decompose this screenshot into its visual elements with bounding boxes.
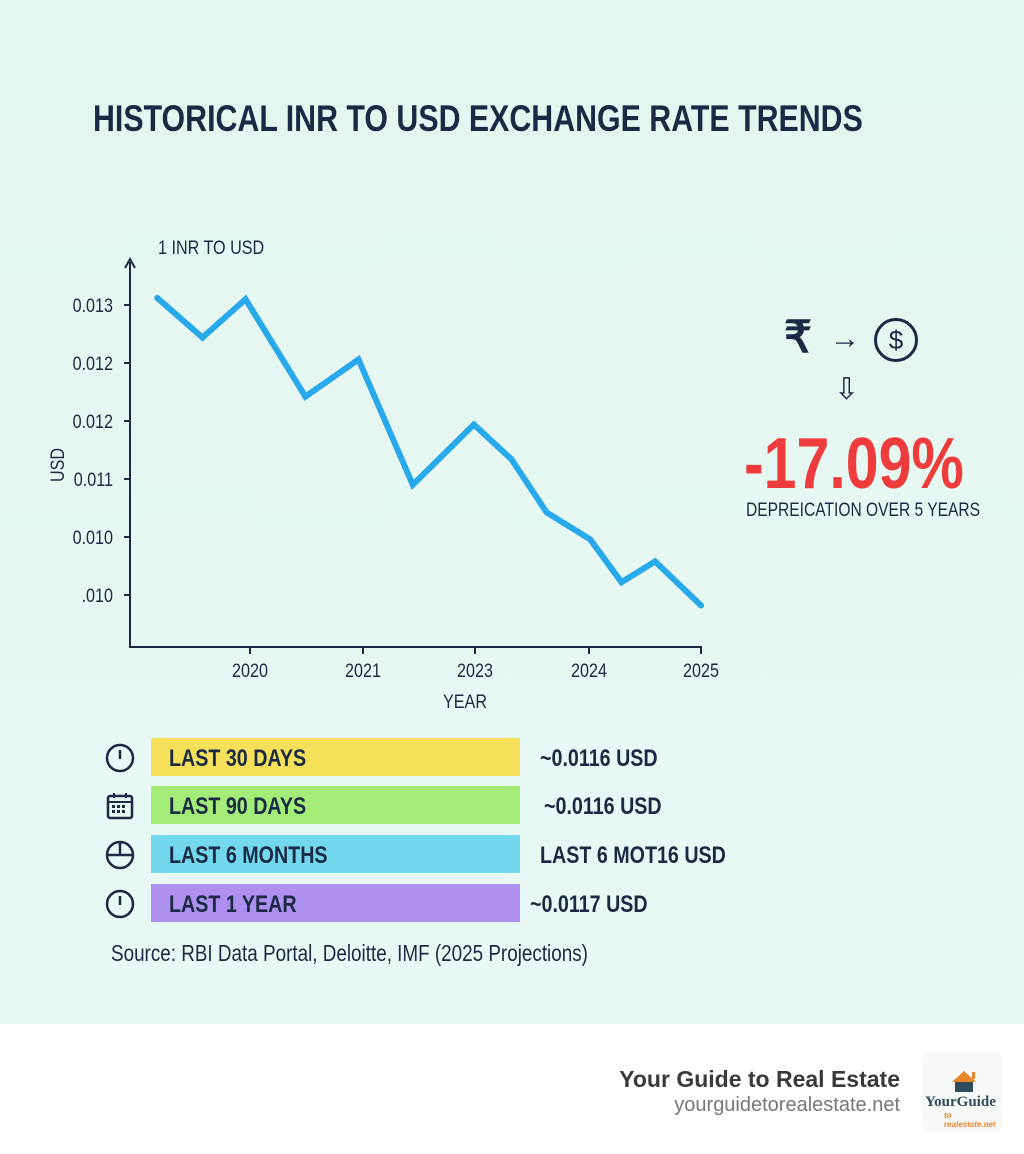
- x-axis-label: YEAR: [443, 691, 487, 713]
- logo-text: YourGuide: [925, 1094, 996, 1110]
- data-point: [242, 296, 249, 303]
- depreciation-percent: -17.09%: [744, 424, 964, 504]
- x-tick-label: 2021: [345, 660, 381, 682]
- source-note: Source: RBI Data Portal, Deloitte, IMF (…: [111, 940, 588, 966]
- period-label: LAST 90 DAYS: [169, 793, 307, 820]
- axes: [124, 256, 702, 648]
- clock-icon: [104, 742, 136, 774]
- period-bar: LAST 6 MONTHS: [151, 835, 520, 873]
- y-tick-label: 0.012: [73, 411, 113, 433]
- x-tick-label: 2025: [683, 660, 719, 682]
- period-value: ~0.0117 USD: [530, 891, 648, 918]
- period-value: ~0.0116 USD: [540, 745, 658, 772]
- period-bar: LAST 90 DAYS: [151, 786, 520, 824]
- data-point: [652, 558, 659, 565]
- data-point: [355, 356, 362, 363]
- brand-url[interactable]: yourguidetorealestate.net: [674, 1094, 900, 1116]
- series-line: [154, 294, 704, 609]
- axis-title: 1 INR TO USD: [158, 237, 264, 259]
- brand-logo: YourGuide to realestate.net: [922, 1052, 1002, 1132]
- data-point: [698, 602, 704, 609]
- y-tick-label: 0.012: [73, 353, 113, 375]
- x-tick-label: 2024: [571, 660, 607, 682]
- y-tick-label: 0.010: [73, 527, 114, 549]
- data-point: [409, 481, 416, 488]
- period-value: ~0.0116 USD: [544, 793, 662, 820]
- data-point: [618, 579, 625, 586]
- data-point: [154, 295, 161, 302]
- period-bar: LAST 30 DAYS: [151, 738, 520, 776]
- y-tick-label: 0.011: [74, 469, 113, 491]
- y-axis-arrow: [124, 256, 136, 269]
- line-chart: 1 INR TO USD USD YEAR 0.013 0.012 0.012 0.0…: [47, 237, 719, 713]
- depreciation-caption: DEPREICATION OVER 5 YEARS: [746, 500, 981, 521]
- period-label: LAST 6 MONTHS: [169, 842, 328, 869]
- data-point: [543, 509, 550, 516]
- y-tick-label: .010: [82, 585, 114, 607]
- period-label: LAST 1 YEAR: [169, 891, 297, 918]
- dollar-icon: $: [874, 318, 918, 362]
- clock-icon: [104, 888, 136, 920]
- data-point: [508, 456, 515, 463]
- logo-subtext: to realestate.net: [944, 1111, 996, 1129]
- down-arrow-icon: ⇩: [834, 373, 860, 406]
- brand-name: Your Guide to Real Estate: [619, 1066, 900, 1092]
- period-value: LAST 6 MOT16 USD: [540, 842, 726, 869]
- data-point: [302, 393, 309, 400]
- data-point: [587, 536, 594, 543]
- x-tick-label: 2023: [457, 660, 493, 682]
- y-tick-label: 0.013: [73, 295, 114, 317]
- y-axis-label: USD: [47, 448, 69, 482]
- x-tick-label: 2020: [232, 660, 268, 682]
- period-label: LAST 30 DAYS: [169, 745, 307, 772]
- house-icon: [952, 1071, 976, 1092]
- footer-brand: Your Guide to Real Estate yourguidetorea…: [619, 1066, 900, 1117]
- period-bar: LAST 1 YEAR: [151, 884, 520, 922]
- page-title: HISTORICAL INR TO USD EXCHANGE RATE TREN…: [93, 98, 863, 139]
- data-point: [470, 421, 477, 428]
- arrow-right-icon: →: [830, 322, 860, 355]
- calendar-icon: [104, 790, 136, 822]
- pie-icon: [104, 839, 136, 871]
- rupee-icon: ₹: [784, 313, 812, 362]
- data-point: [199, 334, 206, 341]
